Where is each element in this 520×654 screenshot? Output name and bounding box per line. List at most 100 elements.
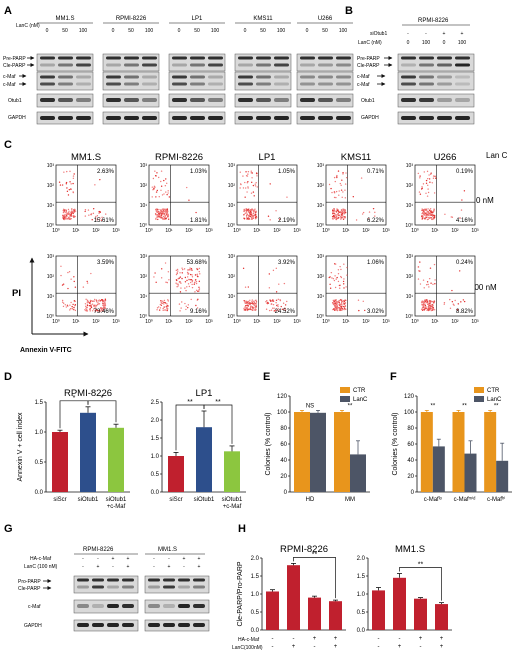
chartD1-ytick-0: 0.0 [35, 490, 44, 496]
band-otub-2-1 [190, 98, 205, 102]
g-cle-1-3 [193, 585, 205, 589]
flow-ytick-1-4-3: 10³ [406, 254, 414, 260]
g-pro-1-2 [178, 578, 190, 582]
flow-xtick-0-1-0: 10⁰ [145, 228, 153, 234]
panel-letter-a: A [4, 5, 12, 17]
panel-g: HA-c-Maf LanC (100 nM) RPMI-8226 MM1.S P… [18, 547, 210, 632]
chartH2-sig-0: ** [418, 561, 424, 568]
chartH2-bar-3 [435, 604, 448, 630]
flow-xtick-1-3-0: 10⁰ [322, 319, 330, 325]
chartD1-sig-1: * [101, 395, 104, 402]
panel-c: Lan C 0 nM 100 nM PI Annexin V-FITC MM1.… [12, 151, 508, 354]
flow-xtick-0-4-3: 10³ [471, 228, 479, 234]
panel-b-lanc-2: 0 [443, 40, 446, 46]
chartH1-ha-1: - [293, 636, 295, 642]
chartF-sig-1: ** [462, 403, 467, 409]
panel-a-dose-1-2: 100 [145, 28, 154, 34]
panel-g-ha-1-1: - [168, 556, 170, 562]
flow-ytick-1-3-0: 10⁰ [316, 314, 324, 320]
panel-b-row-cmaf-2: c-Maf [357, 82, 370, 88]
chartH1-ha-2: + [313, 636, 317, 642]
band-cle-3-2 [274, 63, 289, 67]
flow-ytick-1-2-0: 10⁰ [227, 314, 235, 320]
g-cle-0-2 [107, 585, 119, 589]
flow-plot-0-3: 0.71% 6.22% 10⁰ 10¹ 10² 10³ 10⁰ 10¹ 10² 10³ [316, 163, 390, 234]
band-gapdh-2-2 [208, 116, 223, 120]
band-cmaf1-2-0 [172, 75, 187, 79]
band-cle-4-2 [336, 63, 351, 67]
panel-a-row-pre-parp: Pre-PARP [3, 56, 26, 62]
chartH2-ytick-4: 2.0 [357, 556, 366, 562]
chartF-bar-0-0 [420, 412, 433, 492]
band-pre-2-2 [208, 56, 223, 60]
flow-ytick-1-3-1: 10¹ [317, 294, 325, 300]
chartD1-sig-bracket-1 [87, 400, 117, 423]
chartD2-sig-0: ** [187, 399, 193, 406]
chartF-xcat-1: c-Mafᵐⁱᵈ [454, 495, 476, 503]
flow-ytick-1-1-2: 10² [140, 274, 148, 280]
g-gapdh-1-3 [193, 623, 205, 627]
b-gapdh-0 [401, 116, 416, 120]
panel-b-lanc-0: 0 [407, 40, 410, 46]
panel-c-cell-2: LP1 [259, 152, 276, 163]
panel-a: LanC (nM) Pre-PARP Cle-PARP c-Maf c-Maf … [3, 16, 354, 125]
chartD2-xcat-1-0: siOtub1 [194, 497, 215, 503]
flow-xtick-1-2-3: 10³ [293, 319, 301, 325]
panel-g-blot-1-0 [144, 575, 210, 594]
band-cle-1-1 [124, 63, 139, 67]
band-pre-4-1 [318, 56, 333, 60]
flow-xtick-0-1-2: 10² [185, 228, 193, 234]
panel-a-dose-0-1: 50 [62, 28, 68, 34]
band-pre-4-0 [300, 56, 315, 60]
band-otub-1-0 [106, 98, 121, 102]
flow-ytick-0-0-1: 10¹ [47, 203, 55, 209]
panel-g-lanc-1-2: - [183, 564, 185, 570]
b-cmaf2-3 [455, 82, 470, 86]
panel-c-cell-4: U266 [434, 152, 457, 163]
band-cmaf1-1-0 [106, 75, 121, 79]
band-cle-0-2 [76, 63, 91, 67]
chartH1-ytick-1: 0.5 [251, 610, 260, 616]
flow-plot-0-1: 1.03% 1.81% 10⁰ 10¹ 10² 10³ 10⁰ 10¹ 10² 10³ [139, 163, 213, 234]
band-otub-3-2 [274, 98, 289, 102]
g-cle-0-1 [92, 585, 104, 589]
b-otub-3 [455, 98, 470, 102]
chartD2-bar-1 [196, 427, 212, 492]
band-cle-2-2 [208, 63, 223, 67]
band-otub-0-2 [76, 98, 91, 102]
band-cmaf2-4-2 [336, 82, 351, 86]
panel-g-ha-0-1: - [97, 556, 99, 562]
flow-xtick-0-2-2: 10² [273, 228, 281, 234]
panel-a-cell-2: LP1 [192, 16, 203, 22]
g-cmaf-0-3 [122, 604, 134, 608]
band-cle-1-0 [106, 63, 121, 67]
g-pro-0-0 [77, 578, 89, 582]
panel-a-cell-4: U266 [318, 16, 333, 22]
panel-g-blot-0-0 [73, 575, 139, 594]
chartE-sig-0: NS [306, 403, 314, 409]
flow-plot-1-3: 1.06% 3.02% 10⁰ 10¹ 10² 10³ 10⁰ 10¹ 10² 10³ [316, 254, 390, 325]
band-otub-4-2 [336, 98, 351, 102]
chartF-bar-0-1 [432, 446, 445, 492]
g-cle-0-0 [77, 585, 89, 589]
chartE-legend-swatch-1 [340, 396, 350, 402]
band-cle-1-2 [142, 63, 157, 67]
flow-lr-1-1: 9.16% [190, 309, 208, 315]
band-gapdh-4-1 [318, 116, 333, 120]
panel-g-lanc-1-1: + [168, 564, 171, 570]
chartH1-sig-0: ** [312, 551, 318, 558]
chartD2-ytick-1: 0.5 [151, 472, 160, 478]
b-otub-1 [419, 98, 434, 102]
panel-a-dose-4-1: 50 [322, 28, 328, 34]
band-cmaf1-3-2 [274, 75, 289, 79]
chartD2-ytick-0: 0.0 [151, 490, 160, 496]
panel-a-dose-3-2: 100 [277, 28, 286, 34]
band-cmaf1-0-1 [58, 75, 73, 79]
panel-g-lanc-1-0: - [153, 564, 155, 570]
chartE-ylabel: Colonies (% control) [265, 412, 272, 475]
panel-c-lanc-label: Lan C [486, 151, 508, 160]
chartD2-sig-1: ** [215, 399, 221, 406]
chartD1-ytick-1: 0.5 [35, 460, 44, 466]
g-cle-0-3 [122, 585, 134, 589]
panel-a-dose-3-0: 0 [244, 28, 247, 34]
